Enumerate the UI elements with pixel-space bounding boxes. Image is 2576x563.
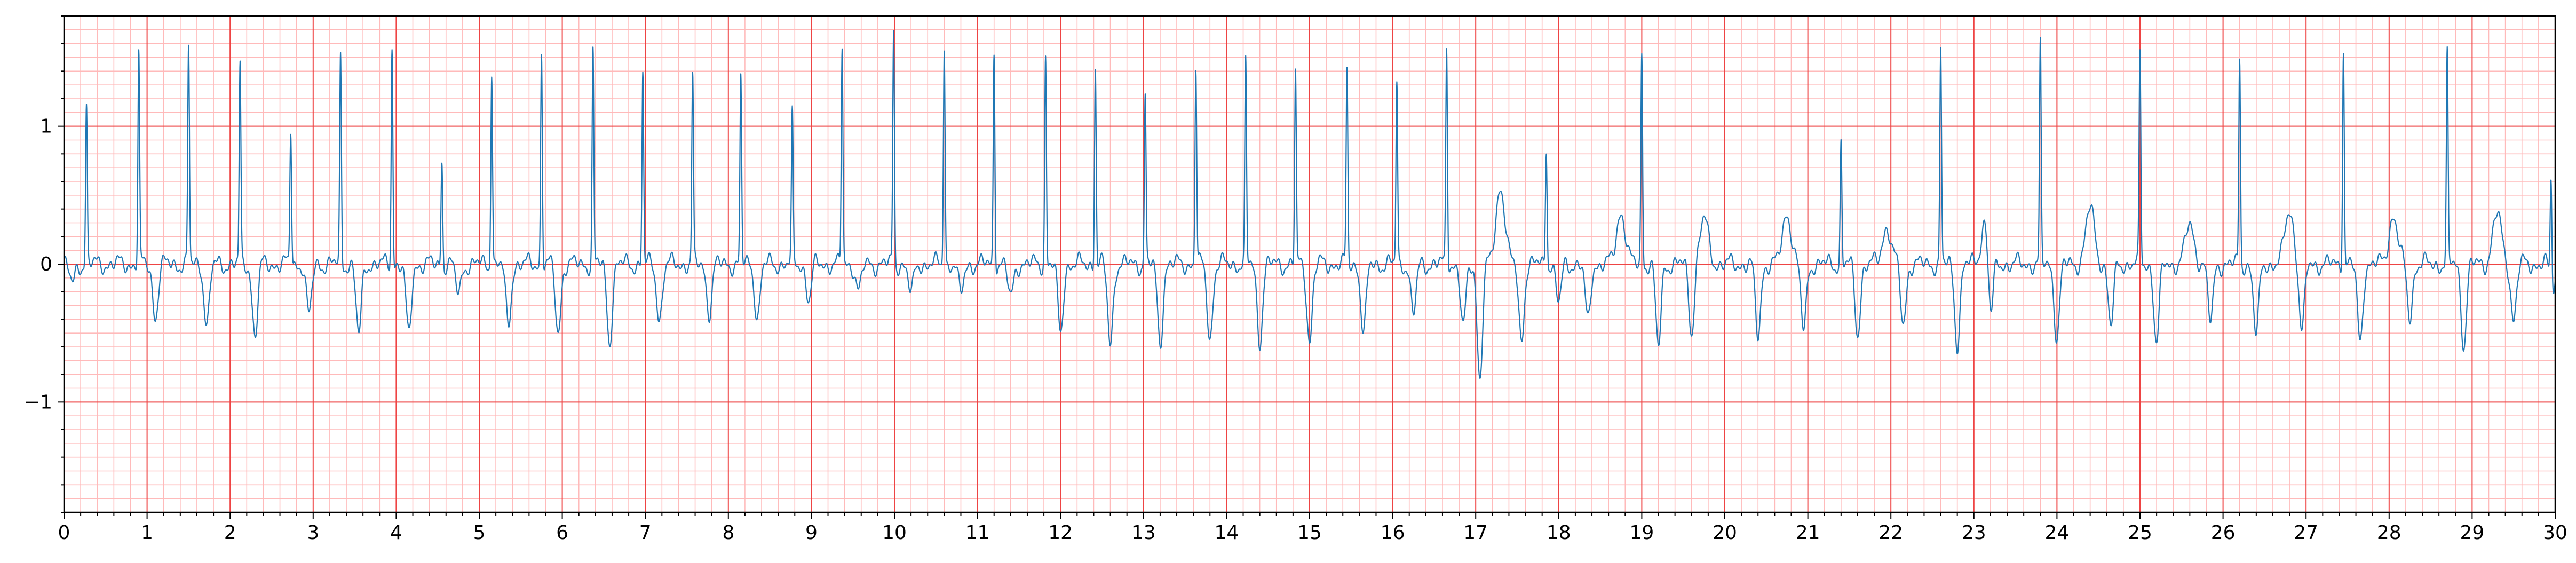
x-tick-label: 21: [1796, 522, 1820, 544]
x-tick-label: 13: [1131, 522, 1156, 544]
x-tick-label: 3: [307, 522, 319, 544]
x-tick-label: 12: [1048, 522, 1073, 544]
x-tick-label: 23: [1962, 522, 1986, 544]
y-axis: −1 0 1: [24, 15, 64, 513]
x-tick-label: 8: [722, 522, 734, 544]
x-axis: 0 1 2 3 4 5 6 7 8 9 10 11 12 13 14 15 16 17 18 19 20 21 22 23 24…: [58, 512, 2567, 544]
x-tick-label: 27: [2294, 522, 2318, 544]
x-tick-label: 18: [1547, 522, 1571, 544]
x-tick-label: 26: [2211, 522, 2236, 544]
x-tick-label: 29: [2460, 522, 2484, 544]
x-tick-label: 16: [1381, 522, 1405, 544]
x-tick-label: 28: [2377, 522, 2401, 544]
x-tick-label: 7: [639, 522, 652, 544]
x-tick-label: 24: [2044, 522, 2069, 544]
x-tick-label: 15: [1297, 522, 1322, 544]
x-tick-label: 4: [390, 522, 402, 544]
y-tick-label: 0: [40, 253, 52, 275]
x-tick-label: 14: [1214, 522, 1239, 544]
x-tick-label: 19: [1629, 522, 1654, 544]
x-tick-label: 5: [473, 522, 486, 544]
x-tick-label: 20: [1713, 522, 1737, 544]
y-tick-label: −1: [24, 391, 52, 413]
x-tick-label: 17: [1463, 522, 1488, 544]
x-tick-label: 22: [1879, 522, 1903, 544]
x-tick-label: 1: [141, 522, 153, 544]
x-tick-label: 10: [882, 522, 907, 544]
x-tick-label: 11: [965, 522, 990, 544]
y-tick-label: 1: [40, 116, 52, 138]
x-tick-label: 2: [224, 522, 236, 544]
x-tick-label: 25: [2128, 522, 2152, 544]
ecg-trace: [63, 30, 2556, 379]
major-grid: [64, 16, 2556, 512]
x-tick-label: 9: [805, 522, 818, 544]
x-tick-label: 30: [2543, 522, 2567, 544]
x-tick-label: 6: [556, 522, 568, 544]
x-tick-label: 0: [58, 522, 70, 544]
